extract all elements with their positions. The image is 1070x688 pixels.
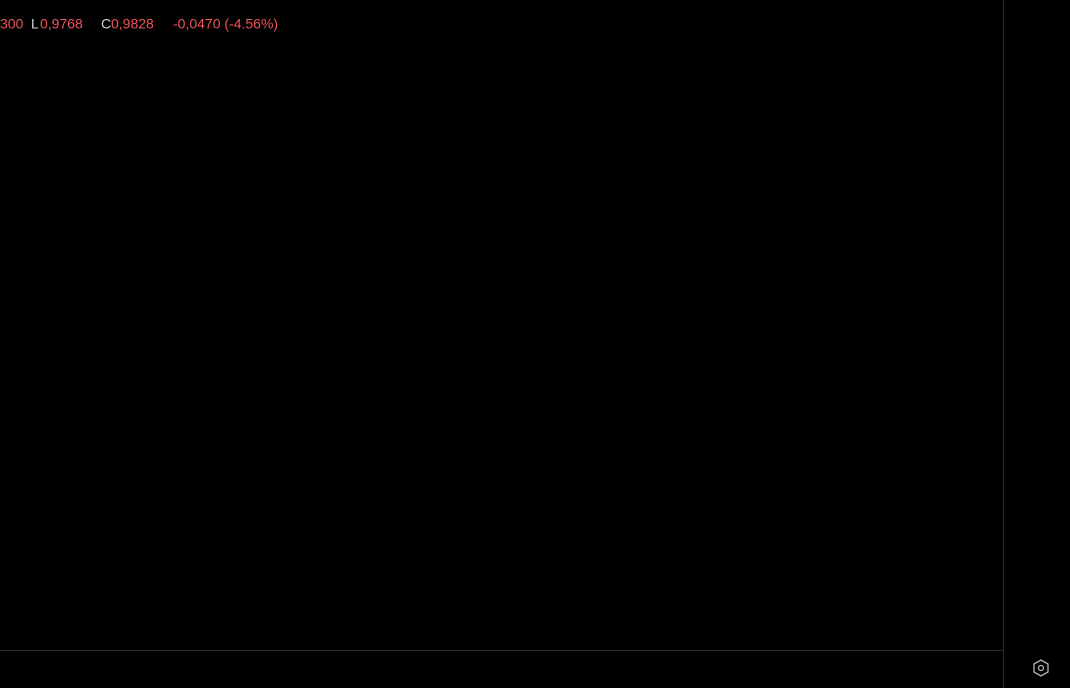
header-close: 0,9828: [111, 16, 154, 32]
header: 300 L 0,9768 C 0,9828 -0,0470 (-4.56%): [0, 16, 278, 32]
header-close-prefix: C: [101, 16, 111, 32]
settings-button[interactable]: [1033, 659, 1049, 677]
settings-icon-center[interactable]: [1037, 664, 1045, 672]
header-low: 0,9768: [40, 16, 83, 32]
header-fragment: 300: [0, 16, 24, 32]
settings-icon[interactable]: [1033, 659, 1049, 677]
header-low-prefix: L: [31, 16, 39, 32]
header-change: -0,0470 (-4.56%): [173, 16, 278, 32]
